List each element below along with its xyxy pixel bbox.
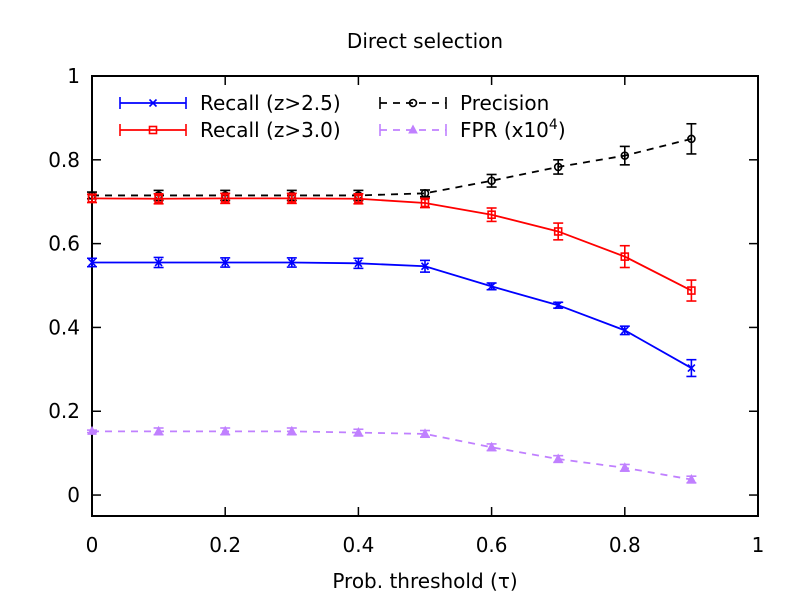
- series-0-point-stroke: [554, 301, 563, 310]
- series-0-point-stroke: [87, 258, 97, 267]
- legend-marker-stroke: [148, 98, 158, 108]
- series-0-point: [554, 301, 563, 310]
- legend-label: Precision: [460, 91, 549, 115]
- series-2-point: [620, 151, 630, 160]
- series-3-point: [87, 425, 97, 435]
- legend-marker: [148, 125, 158, 135]
- series-2-error-bar: [553, 159, 564, 175]
- series-3-point: [553, 453, 564, 463]
- series-3-point: [619, 462, 630, 472]
- series-0-point: [420, 262, 430, 271]
- series-2-point: [553, 162, 563, 172]
- y-tick-label: 0.4: [48, 315, 80, 339]
- series-0-point: [354, 259, 363, 268]
- series-3-point: [486, 441, 497, 451]
- plot-frame: [91, 75, 759, 517]
- series-0-line: [92, 261, 692, 369]
- series-0-point: [620, 326, 629, 335]
- legend-label-superscript: 4: [549, 117, 558, 133]
- series-1-point: [487, 210, 496, 220]
- legend-label: Recall (z>3.0): [200, 118, 341, 142]
- chart-title: Direct selection: [347, 29, 503, 53]
- series-1-error-bar: [553, 222, 564, 241]
- series-1-point: [354, 194, 363, 204]
- legend-entry-2: Precision: [379, 91, 549, 115]
- series-0-point: [687, 364, 696, 373]
- series-1-error-bar: [619, 244, 630, 269]
- series-1-point: [687, 286, 696, 295]
- series-0-point: [221, 258, 230, 267]
- x-tick-label: 0: [86, 533, 99, 557]
- x-tick-label: 0.8: [609, 533, 641, 557]
- x-tick-label: 0.2: [209, 533, 241, 557]
- plot-area: 0 0.2 0.4 0.6 0.8 1 0 0.2 0.4 0.6 0.8 1: [48, 64, 764, 557]
- y-tick-label: 0.8: [48, 148, 80, 172]
- legend-label: Recall (z>2.5): [200, 91, 341, 115]
- series-3-point: [353, 427, 364, 437]
- series-3-point: [686, 473, 697, 484]
- series-2-point: [487, 176, 496, 186]
- legend-entry-0: Recall (z>2.5): [119, 91, 341, 115]
- legend-label-suffix: ): [558, 118, 566, 142]
- series-0-point: [487, 282, 496, 291]
- y-tick-label: 0.2: [48, 399, 80, 423]
- legend-marker: [408, 98, 418, 108]
- x-tick-label: 0.6: [476, 533, 508, 557]
- series-0-point: [287, 258, 296, 267]
- series-0-point-stroke: [687, 364, 696, 373]
- series-0-point-stroke: [221, 258, 230, 267]
- legend-marker: [408, 124, 418, 134]
- legend: Recall (z>2.5) Recall (z>3.0) PrecisionFPR…: [119, 91, 566, 142]
- series-3: [87, 425, 697, 484]
- series-3-point: [153, 425, 164, 435]
- legend-entry-3: FPR (x104): [379, 117, 566, 142]
- legend-entry-1: Recall (z>3.0): [119, 118, 341, 142]
- legend-marker: [148, 98, 158, 108]
- series-0-point-stroke: [420, 262, 430, 271]
- y-tick-label: 0: [67, 483, 80, 507]
- series-0-point-stroke: [487, 282, 496, 291]
- series-3-point: [220, 425, 231, 435]
- series-1-point: [287, 194, 297, 203]
- series-0: [87, 256, 697, 378]
- series-2-point: [420, 189, 430, 198]
- x-axis-label: Prob. threshold (τ): [332, 569, 517, 593]
- series-3-line: [92, 430, 692, 481]
- series-3-point: [286, 425, 297, 435]
- series-0-point-stroke: [287, 258, 296, 267]
- legend-label: FPR (x104): [460, 117, 566, 142]
- series-2-error-bar: [686, 122, 697, 155]
- series-1-point: [553, 227, 563, 236]
- series-0-point: [87, 258, 97, 267]
- series-1-point: [87, 194, 97, 203]
- series-2-error-bar: [619, 145, 630, 166]
- series-1: [87, 192, 697, 302]
- series-1-point: [154, 194, 163, 204]
- series-0-point-stroke: [154, 258, 163, 267]
- series-0-point-stroke: [354, 259, 363, 268]
- series-3-point: [420, 428, 430, 438]
- series-1-line: [91, 197, 692, 292]
- x-tick-label: 1: [752, 533, 765, 557]
- series-2-point: [687, 134, 696, 144]
- x-tick-label: 0.4: [342, 533, 374, 557]
- y-tick-label: 1: [67, 64, 80, 88]
- series-2: [87, 122, 697, 202]
- series-2-line: [92, 137, 692, 197]
- series-0-point: [154, 258, 163, 267]
- series-1-point: [620, 252, 630, 261]
- series-1-point: [220, 194, 230, 203]
- series-1-point: [420, 198, 430, 208]
- y-tick-label: 0.6: [48, 232, 80, 256]
- series-1-error-bar: [486, 207, 497, 223]
- series-0-point-stroke: [620, 326, 629, 335]
- series-1-error-bar: [686, 279, 697, 302]
